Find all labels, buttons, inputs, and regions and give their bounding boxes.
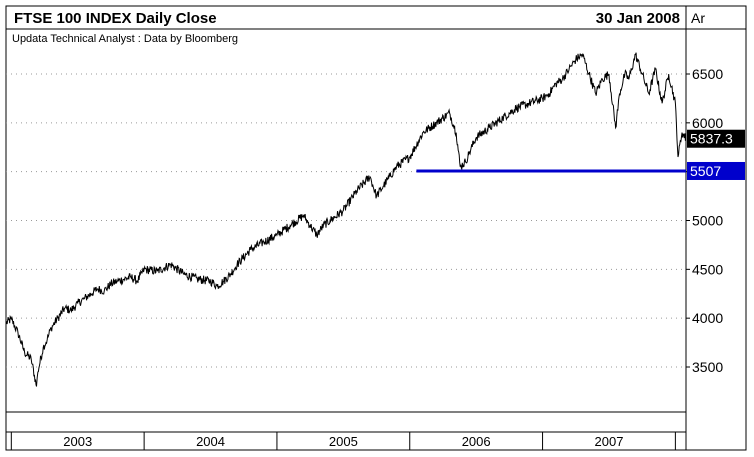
price-tag-label: 5837.3: [690, 131, 733, 147]
chart-frame: [5, 5, 747, 451]
price-tag-label: 5507: [690, 163, 721, 179]
x-tick-label: 2007: [595, 434, 624, 449]
y-tick-label: 6500: [692, 66, 723, 82]
price-series-line: [5, 52, 687, 387]
y-tick-label: 5000: [692, 213, 723, 229]
price-tags: 5837.3 5507: [687, 129, 745, 180]
x-tick-label: 2005: [329, 434, 358, 449]
price-tag-bg: [687, 161, 745, 180]
price-tag-bg: [687, 129, 745, 148]
y-tick-label: 4500: [692, 261, 723, 277]
y-tick-label: 4000: [692, 310, 723, 326]
y-tick-label: 3500: [692, 359, 723, 375]
data-source-label: Updata Technical Analyst : Data by Bloom…: [12, 33, 238, 45]
x-tick-label: 2003: [63, 434, 92, 449]
grid-layer: [6, 73, 686, 368]
x-tick-label: 2006: [462, 434, 491, 449]
x-axis-ticks: 2003 2004 2005 2006 2007: [10, 432, 676, 450]
chart-date: 30 Jan 2008: [596, 10, 680, 27]
chart-title: FTSE 100 INDEX Daily Close: [14, 10, 217, 27]
corner-label: Ar: [691, 10, 705, 26]
x-tick-label: 2004: [196, 434, 225, 449]
y-tick-label: 6000: [692, 115, 723, 131]
